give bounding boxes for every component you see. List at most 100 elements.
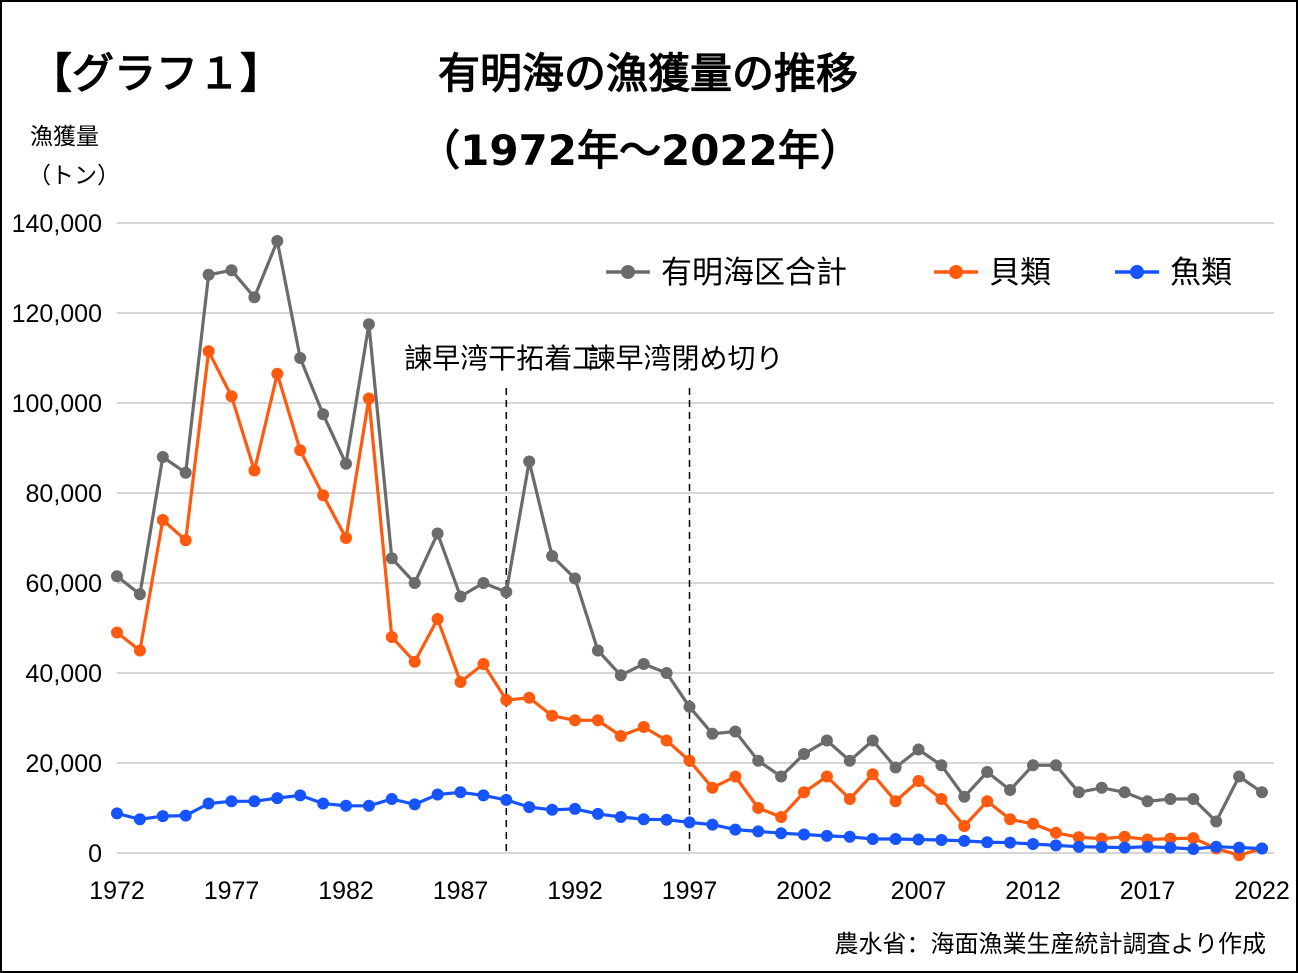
data-point	[1118, 830, 1131, 843]
data-point	[1210, 840, 1223, 853]
data-point	[408, 798, 421, 811]
data-point	[981, 766, 994, 778]
data-point	[614, 730, 627, 742]
y-axis-unit: （トン）	[28, 163, 120, 189]
y-tick-label: 80,000	[26, 480, 102, 508]
data-point	[1004, 836, 1017, 849]
data-point	[798, 828, 810, 841]
data-point	[546, 550, 559, 562]
data-point	[385, 793, 398, 805]
data-point	[866, 768, 879, 781]
data-point	[294, 444, 307, 457]
legend-label: 貝類	[989, 255, 1051, 291]
data-point	[202, 268, 215, 281]
data-point	[133, 644, 146, 657]
data-point	[225, 264, 238, 277]
data-point	[546, 709, 559, 722]
y-tick-label: 0	[88, 840, 102, 868]
data-point	[431, 527, 444, 540]
data-point	[775, 770, 788, 783]
data-point	[660, 734, 673, 747]
data-point	[614, 811, 627, 823]
data-point	[981, 836, 994, 849]
legend-label: 有明海区合計	[661, 255, 847, 291]
data-point	[294, 789, 307, 802]
data-point	[500, 586, 513, 598]
data-point	[1164, 793, 1177, 805]
data-point	[1095, 781, 1108, 794]
data-point	[317, 489, 330, 502]
data-point	[225, 390, 238, 403]
data-point	[340, 532, 352, 544]
chart-label: 【グラフ１】	[30, 49, 282, 98]
data-point	[294, 352, 307, 364]
data-point	[1049, 759, 1062, 772]
y-tick-label: 140,000	[12, 210, 102, 238]
source-note: 農水省：海面漁業生産統計調査より作成	[834, 930, 1266, 958]
data-point	[1004, 813, 1017, 826]
data-point	[248, 795, 261, 808]
data-point	[591, 714, 604, 727]
data-point	[843, 793, 856, 805]
data-point	[1027, 817, 1039, 830]
data-point	[706, 818, 719, 831]
legend-marker	[621, 265, 635, 279]
data-point	[431, 788, 444, 801]
data-point	[431, 613, 444, 625]
data-point	[340, 457, 352, 470]
legend-marker	[1130, 265, 1144, 279]
data-point	[202, 345, 215, 358]
data-point	[248, 291, 261, 304]
data-point	[454, 676, 467, 688]
data-point	[637, 721, 650, 733]
chart-subtitle: （1972年～2022年）	[418, 126, 862, 175]
y-tick-label: 120,000	[12, 300, 102, 328]
data-point	[706, 727, 719, 740]
data-point	[752, 754, 765, 767]
data-point	[591, 807, 604, 820]
x-axis-ticks: 1972 1977 1982 1987 1992 1997 2002 2007 2012 2017…	[89, 877, 1290, 905]
series-line	[116, 239, 1263, 824]
data-point	[317, 797, 330, 810]
data-point	[935, 793, 948, 805]
data-point	[637, 658, 650, 670]
x-tick-label: 1972	[89, 877, 145, 905]
x-tick-label: 2002	[776, 877, 832, 905]
data-point	[569, 714, 581, 727]
annotation-label: 諫早湾干拓着工	[404, 342, 600, 375]
data-point	[958, 834, 971, 847]
legend: 有明海区合計 貝類 魚類	[606, 255, 1232, 291]
data-point	[729, 725, 742, 738]
data-point	[1256, 786, 1268, 799]
data-point	[1164, 841, 1177, 854]
data-point	[706, 781, 719, 794]
data-point	[637, 813, 650, 826]
data-point	[889, 795, 902, 808]
x-tick-label: 1997	[662, 877, 718, 905]
data-point	[820, 734, 833, 747]
data-point	[546, 803, 559, 816]
data-point	[912, 775, 925, 787]
data-point	[912, 833, 925, 846]
data-point	[1141, 840, 1154, 853]
data-point	[752, 802, 765, 814]
data-point	[843, 754, 856, 767]
data-point	[820, 829, 833, 842]
grid-lines	[117, 222, 1274, 854]
data-point	[271, 235, 284, 247]
data-point	[408, 655, 421, 668]
data-point	[935, 833, 948, 846]
data-point	[523, 801, 536, 814]
data-point	[111, 570, 123, 583]
x-tick-label: 2012	[1005, 877, 1061, 905]
data-point	[958, 790, 971, 803]
annotation-label: 諫早湾閉め切り	[588, 342, 784, 375]
data-point	[1027, 759, 1039, 772]
data-point	[1256, 842, 1268, 855]
data-point	[179, 534, 192, 547]
data-point	[843, 830, 856, 843]
data-point	[729, 823, 742, 836]
data-point	[569, 572, 581, 585]
